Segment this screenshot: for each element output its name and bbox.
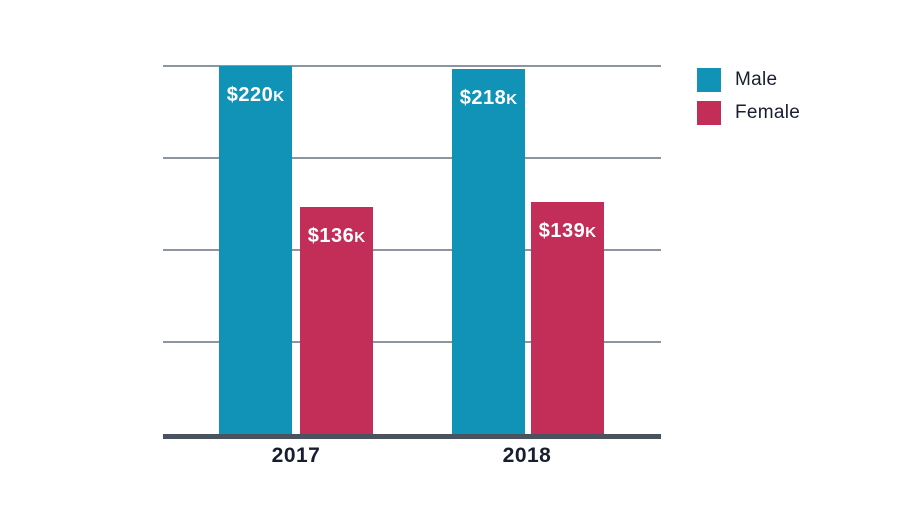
- bar-value-suffix: K: [506, 91, 518, 109]
- bar-value-suffix: K: [273, 88, 285, 105]
- gridline: [163, 249, 661, 251]
- legend-label-male: Male: [735, 69, 778, 90]
- legend-item-female: Female: [697, 101, 800, 125]
- plot-area: $220K $136K $218K $139K: [163, 65, 661, 439]
- gridline: [163, 157, 661, 159]
- bar-value-label: $220K: [219, 84, 292, 107]
- bar-value-text: $218: [459, 87, 507, 110]
- bar-2017-female: $136K: [300, 206, 373, 434]
- gridline: [163, 341, 661, 343]
- bar-value-text: $220: [226, 84, 274, 106]
- bar-value-label: $218K: [452, 87, 525, 110]
- gridline: [163, 65, 661, 67]
- bar-2018-male: $218K: [452, 69, 525, 434]
- male-color-swatch: [697, 68, 721, 92]
- x-axis-label-2017: 2017: [271, 444, 321, 467]
- bar-value-label: $139K: [531, 220, 604, 243]
- bar-value-text: $136: [307, 224, 355, 247]
- bar-2018-female: $139K: [531, 201, 604, 434]
- legend-item-male: Male: [697, 68, 800, 92]
- bar-value-label: $136K: [300, 225, 373, 248]
- bar-value-suffix: K: [585, 223, 597, 241]
- bar-2017-male: $220K: [219, 66, 292, 434]
- bar-value-text: $139: [538, 219, 586, 242]
- legend: Male Female: [697, 68, 800, 134]
- female-color-swatch: [697, 101, 721, 125]
- bar-value-suffix: K: [354, 228, 366, 246]
- x-axis-line: [163, 434, 661, 439]
- legend-label-female: Female: [735, 102, 801, 123]
- x-axis-label-2018: 2018: [502, 444, 552, 467]
